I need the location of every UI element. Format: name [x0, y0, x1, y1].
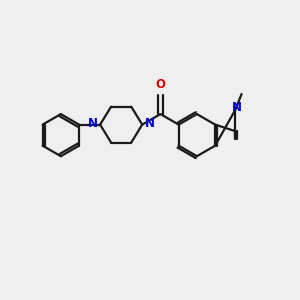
- Text: N: N: [88, 117, 98, 130]
- Text: N: N: [145, 117, 155, 130]
- Text: O: O: [155, 78, 166, 91]
- Text: N: N: [232, 101, 242, 114]
